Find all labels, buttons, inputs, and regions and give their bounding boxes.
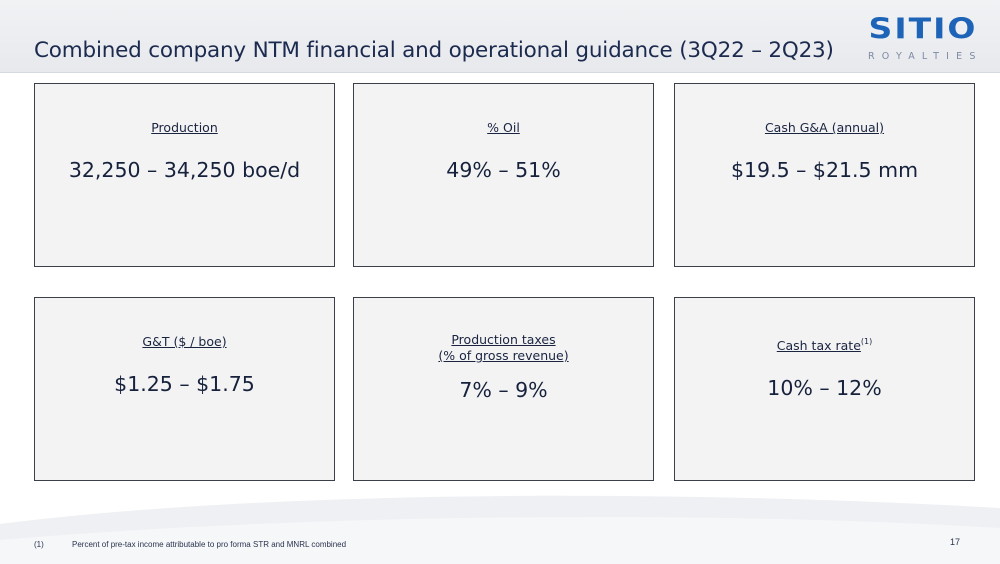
card-label-text: Cash tax rate xyxy=(776,338,861,353)
card-production-taxes: Production taxes (% of gross revenue) 7%… xyxy=(353,297,654,481)
footer-swoosh xyxy=(0,495,1000,564)
card-value: 49% – 51% xyxy=(446,158,561,182)
card-label: Production taxes (% of gross revenue) xyxy=(354,332,653,364)
header-band xyxy=(0,0,1000,73)
card-cash-tax-rate: Cash tax rate(1) 10% – 12% xyxy=(674,297,975,481)
card-value: $19.5 – $21.5 mm xyxy=(730,158,919,182)
page-title: Combined company NTM financial and opera… xyxy=(34,38,834,63)
card-production: Production 32,250 – 34,250 boe/d xyxy=(34,83,335,267)
logo-wordmark: SITIO xyxy=(868,12,978,46)
card-value: 7% – 9% xyxy=(459,378,548,402)
logo-tagline: ROYALTIES xyxy=(868,51,983,62)
card-value: 10% – 12% xyxy=(767,376,882,400)
footnote-reference: (1) xyxy=(860,337,873,346)
card-label: % Oil xyxy=(487,120,520,135)
card-oil-percent: % Oil 49% – 51% xyxy=(353,83,654,267)
card-label: G&T ($ / boe) xyxy=(142,334,227,349)
swoosh-lighter xyxy=(0,516,1000,564)
footnote-text: Percent of pre-tax income attributable t… xyxy=(72,540,347,549)
card-cash-ga: Cash G&A (annual) $19.5 – $21.5 mm xyxy=(674,83,975,267)
card-label: Cash tax rate(1) xyxy=(675,334,974,354)
card-label-line2: (% of gross revenue) xyxy=(438,348,569,363)
card-gt-per-boe: G&T ($ / boe) $1.25 – $1.75 xyxy=(34,297,335,481)
sitio-royalties-logo: SITIO ROYALTIES xyxy=(864,14,982,66)
card-label: Cash G&A (annual) xyxy=(764,120,885,135)
footnote-marker: (1) xyxy=(34,540,44,549)
page-number: 17 xyxy=(950,537,961,547)
card-value: 32,250 – 34,250 boe/d xyxy=(68,158,301,182)
card-label: Production xyxy=(151,120,218,135)
card-value: $1.25 – $1.75 xyxy=(114,372,255,396)
card-label-line1: Production taxes xyxy=(451,332,556,347)
footnote: (1) Percent of pre-tax income attributabl… xyxy=(34,540,346,549)
